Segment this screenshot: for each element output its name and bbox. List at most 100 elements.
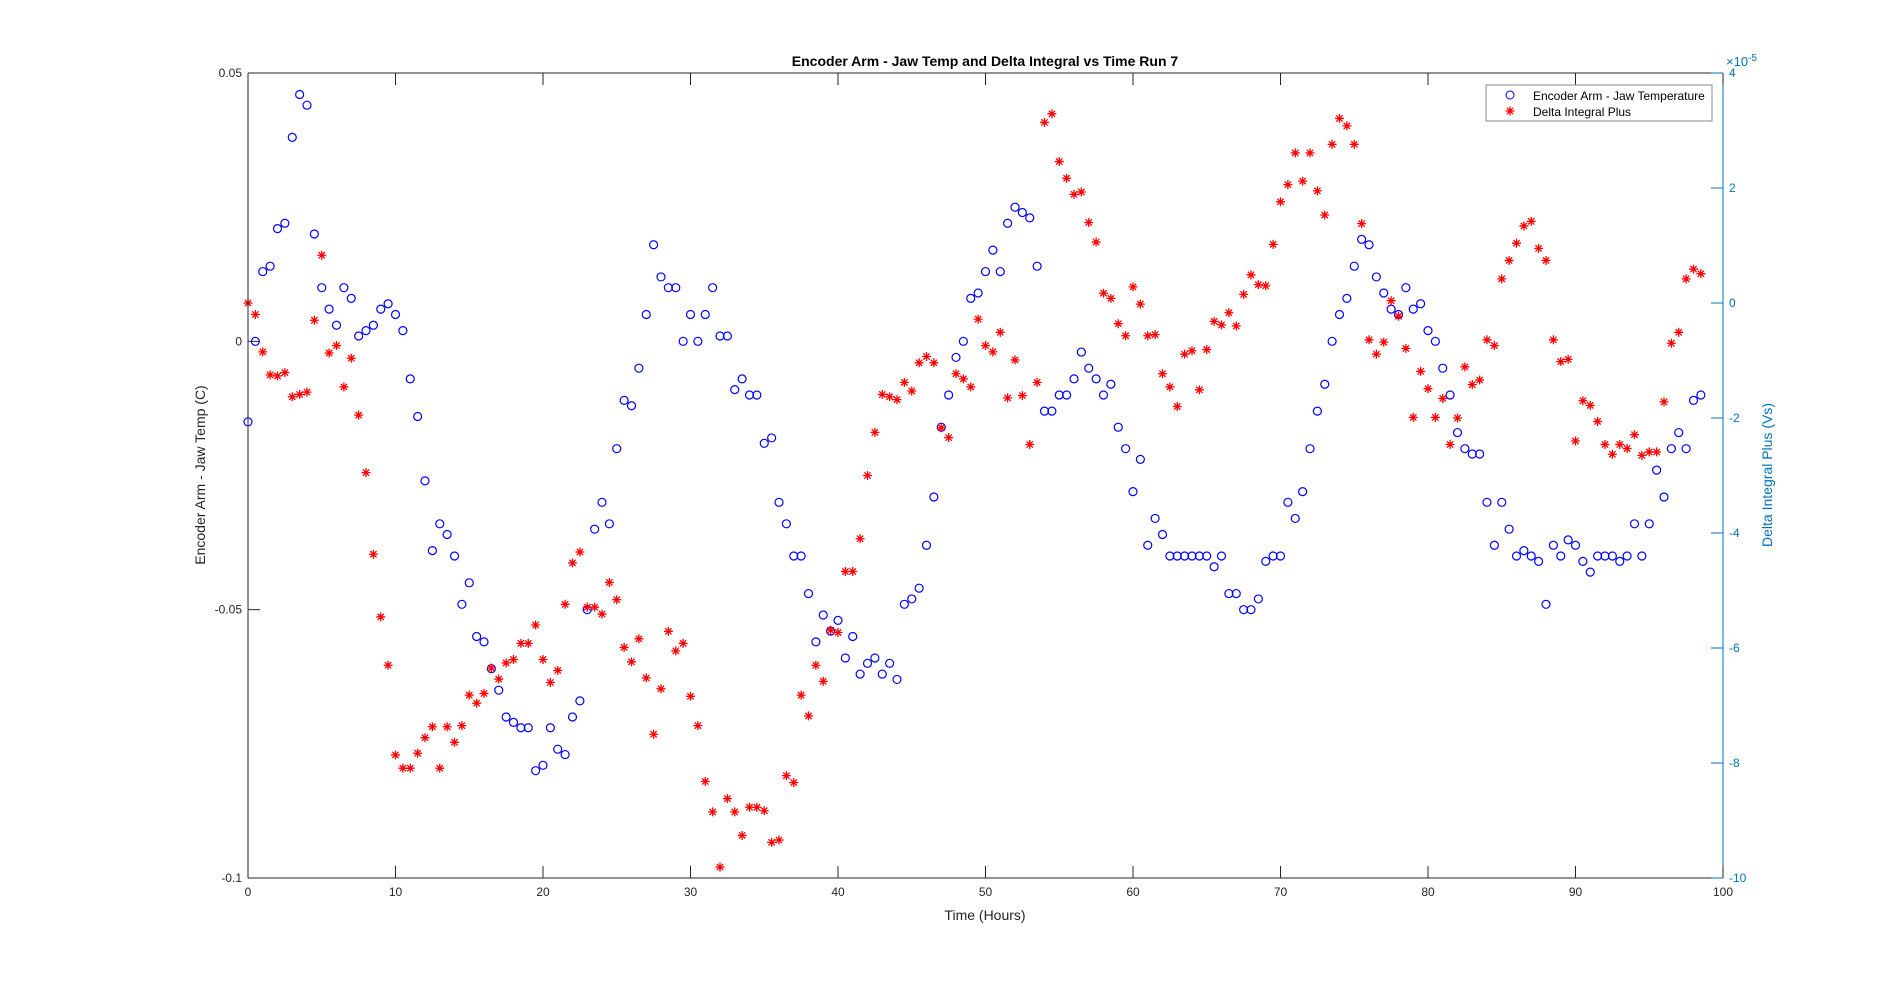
- temperature-point: [1401, 283, 1411, 293]
- delta-integral-point: [1482, 335, 1492, 345]
- temperature-point: [1526, 551, 1536, 561]
- x-tick-label: 10: [389, 885, 403, 899]
- delta-integral-point: [1128, 282, 1138, 292]
- temperature-point: [1091, 374, 1101, 384]
- temperature-point: [626, 401, 637, 411]
- temperature-point: [1659, 492, 1669, 502]
- delta-integral-point: [1408, 412, 1418, 422]
- legend-circle-marker-icon: [1505, 90, 1515, 100]
- delta-integral-point: [280, 368, 290, 378]
- delta-integral-point: [885, 392, 895, 402]
- delta-integral-point: [1217, 320, 1226, 330]
- temperature-point: [921, 540, 932, 550]
- delta-integral-point: [1379, 337, 1389, 347]
- temperature-point: [538, 760, 548, 770]
- right-y-tick-label: -4: [1729, 526, 1740, 540]
- temperature-point: [737, 374, 747, 384]
- delta-integral-point: [1261, 281, 1271, 291]
- temperature-point: [663, 283, 673, 293]
- temperature-point: [929, 492, 939, 502]
- delta-integral-point: [936, 423, 946, 433]
- temperature-point: [641, 309, 651, 320]
- delta-integral-point: [1121, 331, 1131, 341]
- delta-integral-point: [1467, 380, 1477, 390]
- delta-integral-point: [1032, 377, 1042, 387]
- delta-integral-point: [1504, 255, 1514, 265]
- temperature-point: [1320, 379, 1330, 389]
- temperature-point: [1209, 562, 1219, 572]
- delta-integral-point: [1357, 219, 1367, 229]
- temperature-point: [1423, 326, 1433, 336]
- delta-integral-point: [391, 750, 400, 760]
- temperature-point: [1121, 444, 1131, 454]
- temperature-point: [759, 438, 769, 448]
- delta-integral-point: [545, 678, 555, 687]
- temperature-point: [295, 89, 305, 100]
- delta-integral-point: [1541, 255, 1551, 265]
- temperature-point: [1497, 497, 1507, 507]
- delta-integral-point: [663, 626, 673, 636]
- temperature-point: [479, 637, 489, 647]
- temperature-point: [1379, 288, 1389, 298]
- temperature-point: [1039, 406, 1050, 416]
- temperature-point: [1231, 588, 1241, 599]
- temperature-point: [1504, 524, 1514, 534]
- delta-integral-point: [1512, 238, 1521, 248]
- delta-integral-point: [811, 660, 821, 670]
- temperature-point: [1253, 594, 1263, 604]
- delta-integral-point: [1135, 299, 1145, 309]
- left-y-axis-label: Encoder Arm - Jaw Temp (C): [192, 385, 208, 564]
- temperature-point: [354, 331, 364, 341]
- temperature-point: [1666, 444, 1676, 454]
- temperature-point: [1239, 605, 1249, 615]
- delta-integral-point: [649, 729, 659, 739]
- delta-integral-point: [1349, 139, 1359, 149]
- temperature-point: [597, 497, 607, 507]
- delta-integral-point: [1548, 335, 1558, 345]
- temperature-point: [531, 766, 541, 776]
- temperature-point: [1556, 551, 1566, 561]
- temperature-point: [1054, 390, 1064, 400]
- legend-entry-delta: Delta Integral Plus: [1533, 105, 1631, 119]
- temperature-point: [1268, 551, 1278, 561]
- delta-integral-point: [1386, 296, 1396, 306]
- delta-integral-point: [1534, 243, 1544, 253]
- temperature-point: [1312, 406, 1322, 416]
- temperature-point: [324, 304, 334, 314]
- delta-integral-point: [1681, 274, 1691, 284]
- left-y-tick-label: -0.1: [221, 871, 242, 885]
- delta-integral-point: [590, 602, 600, 612]
- delta-integral-point: [863, 471, 872, 480]
- delta-integral-point: [1622, 443, 1632, 453]
- delta-integral-point: [1475, 375, 1485, 385]
- delta-integral-point: [922, 351, 931, 361]
- temperature-point: [1135, 454, 1145, 464]
- temperature-point: [1585, 567, 1595, 577]
- x-tick-label: 30: [684, 885, 698, 899]
- delta-integral-point: [1637, 450, 1647, 460]
- temperature-point: [855, 669, 865, 679]
- temperature-point: [1548, 540, 1558, 550]
- right-axis-exponent: ×10-5: [1726, 53, 1757, 69]
- delta-integral-point: [892, 395, 902, 405]
- delta-integral-point: [877, 389, 887, 399]
- left-y-tick-label: -0.05: [215, 603, 243, 617]
- delta-integral-point: [435, 763, 445, 773]
- temperature-point: [523, 723, 533, 733]
- legend[interactable]: Encoder Arm - Jaw Temperature Delta Inte…: [1485, 84, 1713, 122]
- temperature-point: [1342, 293, 1352, 303]
- delta-integral-point: [774, 835, 784, 845]
- temperature-point: [280, 218, 290, 228]
- temperature-point: [833, 615, 843, 626]
- delta-integral-point: [951, 369, 961, 379]
- delta-integral-point: [1696, 269, 1706, 279]
- temperature-point: [685, 309, 696, 320]
- delta-integral-point: [737, 830, 747, 840]
- temperature-point: [951, 352, 961, 363]
- temperature-point: [508, 717, 519, 727]
- delta-integral-point: [627, 657, 636, 667]
- temperature-point: [1696, 390, 1706, 400]
- temperature-point: [1283, 497, 1293, 507]
- delta-integral-point: [575, 547, 585, 557]
